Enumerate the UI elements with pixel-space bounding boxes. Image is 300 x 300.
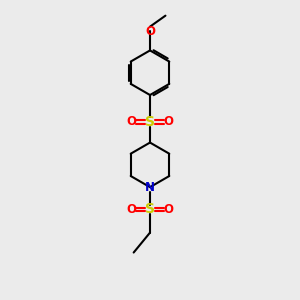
Text: O: O	[127, 115, 136, 128]
Text: N: N	[145, 181, 155, 194]
Text: S: S	[145, 115, 155, 129]
Text: S: S	[145, 202, 155, 216]
Text: O: O	[127, 203, 136, 216]
Text: O: O	[164, 115, 173, 128]
Text: O: O	[145, 25, 155, 38]
Text: O: O	[164, 203, 173, 216]
